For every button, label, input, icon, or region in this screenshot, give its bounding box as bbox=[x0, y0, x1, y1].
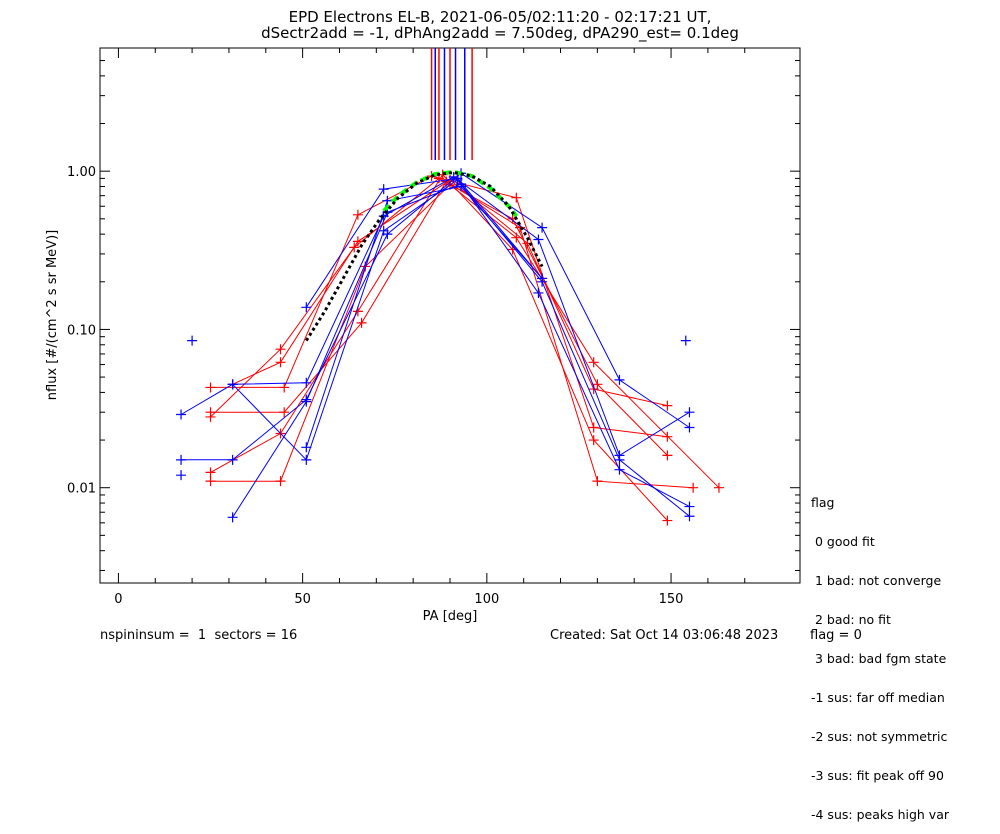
flag-legend: flag 0 good fit 1 bad: not converge 2 ba… bbox=[811, 470, 949, 834]
data-point bbox=[688, 482, 699, 493]
data-point bbox=[684, 511, 695, 522]
data-point bbox=[301, 454, 312, 465]
outlier-point bbox=[187, 335, 198, 346]
data-point bbox=[205, 476, 216, 487]
data-point bbox=[382, 195, 393, 206]
data-point bbox=[537, 273, 548, 284]
data-point bbox=[452, 173, 463, 184]
data-point bbox=[684, 407, 695, 418]
data-point bbox=[205, 467, 216, 478]
x-tick-label: 50 bbox=[294, 592, 311, 607]
legend-item: 2 bad: no fit bbox=[811, 612, 891, 627]
outlier-point bbox=[680, 335, 691, 346]
series-group bbox=[176, 168, 724, 526]
data-point bbox=[533, 234, 544, 245]
chart-plot: 0 50 100 150 0.01 0.10 1.00 PA [deg] nflux [#/… bbox=[45, 47, 801, 624]
x-axis-label: PA [deg] bbox=[423, 609, 478, 624]
data-point bbox=[227, 454, 238, 465]
series-line bbox=[210, 177, 668, 456]
chart-title-line1: EPD Electrons EL-B, 2021-06-05/02:11:20 … bbox=[288, 8, 712, 26]
outlier-point bbox=[176, 470, 187, 481]
series-line bbox=[210, 175, 668, 438]
legend-title: flag bbox=[811, 495, 835, 510]
data-point bbox=[511, 192, 522, 203]
data-point bbox=[301, 302, 312, 313]
footer-created: Created: Sat Oct 14 03:06:48 2023 bbox=[550, 628, 779, 643]
legend-item: -2 sus: not symmetric bbox=[811, 729, 948, 744]
data-point bbox=[713, 482, 724, 493]
series-line bbox=[210, 173, 668, 521]
legend-item: -3 sus: fit peak off 90 bbox=[811, 768, 944, 783]
data-point bbox=[588, 357, 599, 368]
fit-curves bbox=[305, 169, 544, 342]
series-line bbox=[232, 183, 690, 518]
x-tick-label: 150 bbox=[659, 592, 684, 607]
data-point bbox=[352, 236, 363, 247]
data-point bbox=[356, 317, 367, 328]
series-line bbox=[180, 176, 690, 457]
legend-item: 1 bad: not converge bbox=[811, 573, 942, 588]
series-line bbox=[305, 185, 543, 448]
data-point bbox=[662, 400, 673, 411]
data-point bbox=[684, 422, 695, 433]
x-tick-label: 0 bbox=[114, 592, 122, 607]
data-point bbox=[205, 407, 216, 418]
data-point bbox=[275, 357, 286, 368]
chart-title-line2: dSectr2add = -1, dPhAng2add = 7.50deg, d… bbox=[261, 24, 739, 42]
series-line bbox=[181, 172, 690, 461]
footer-spin-info: nspininsum = 1 sectors = 16 bbox=[100, 628, 298, 643]
data-point bbox=[275, 476, 286, 487]
data-point bbox=[227, 379, 238, 390]
data-point bbox=[592, 476, 603, 487]
data-point bbox=[279, 382, 290, 393]
data-point bbox=[301, 377, 312, 388]
data-point bbox=[176, 409, 187, 420]
data-point bbox=[378, 225, 389, 236]
data-point bbox=[275, 344, 286, 355]
data-point bbox=[378, 184, 389, 195]
fit-curve-black bbox=[305, 170, 544, 342]
y-tick-label: 1.00 bbox=[67, 165, 96, 180]
legend-item: -1 sus: far off median bbox=[811, 690, 945, 705]
data-point bbox=[614, 464, 625, 475]
footer-flag: flag = 0 bbox=[810, 628, 862, 643]
data-point bbox=[684, 501, 695, 512]
series-line bbox=[210, 180, 694, 489]
data-point bbox=[279, 407, 290, 418]
data-point bbox=[176, 454, 187, 465]
fit-curve-green bbox=[382, 169, 518, 218]
peak-markers bbox=[430, 48, 473, 160]
series-line bbox=[305, 177, 543, 308]
data-point bbox=[588, 422, 599, 433]
data-point bbox=[301, 396, 312, 407]
x-tick-label: 100 bbox=[474, 592, 499, 607]
legend-item: 0 good fit bbox=[811, 534, 875, 549]
data-point bbox=[301, 442, 312, 453]
data-point bbox=[537, 222, 548, 233]
y-tick-label: 0.01 bbox=[67, 482, 96, 497]
series-line bbox=[232, 179, 668, 407]
data-point bbox=[456, 181, 467, 192]
data-point bbox=[614, 374, 625, 385]
legend-item: 3 bad: bad fgm state bbox=[811, 651, 947, 666]
legend-item: -4 sus: peaks high var bbox=[811, 807, 950, 822]
data-point bbox=[662, 450, 673, 461]
data-point bbox=[662, 515, 673, 526]
data-point bbox=[533, 287, 544, 298]
data-point bbox=[205, 382, 216, 393]
axes: 0 50 100 150 0.01 0.10 1.00 bbox=[67, 47, 800, 607]
data-point bbox=[352, 209, 363, 220]
data-point bbox=[614, 454, 625, 465]
y-axis-label: nflux [#/(cm^2 s sr MeV)] bbox=[45, 230, 60, 400]
data-point bbox=[227, 512, 238, 523]
data-point bbox=[588, 435, 599, 446]
y-tick-label: 0.10 bbox=[67, 323, 96, 338]
series-line bbox=[210, 184, 720, 489]
